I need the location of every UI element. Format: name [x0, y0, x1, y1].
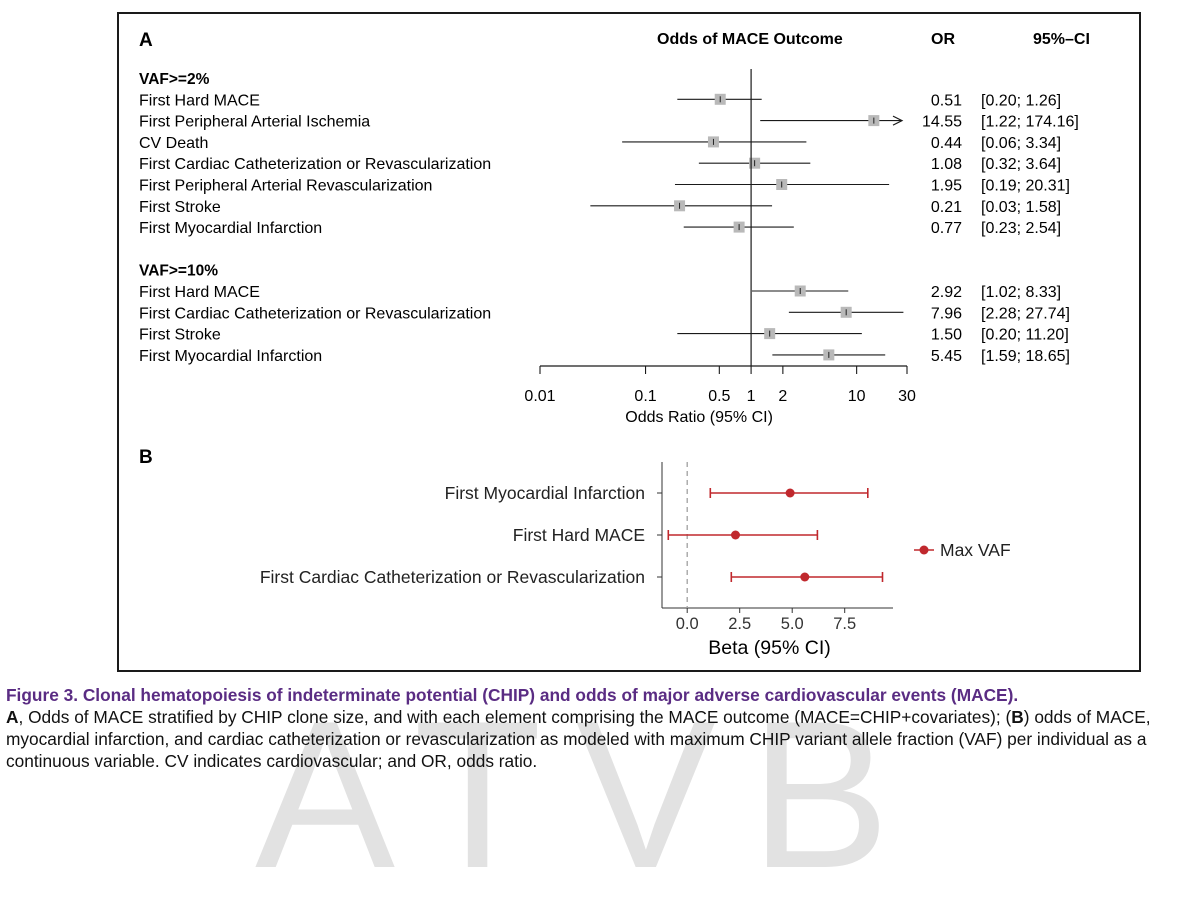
ci-value: [0.03; 1.58]: [981, 199, 1061, 216]
ci-arrow: [892, 115, 904, 126]
ci-value: [1.02; 8.33]: [981, 284, 1061, 301]
forest-plot-figure: A Odds of MACE Outcome OR 95%–CI VAF>=2% Firs…: [139, 30, 1090, 659]
outcome-label: First Myocardial Infarction: [139, 348, 322, 365]
or-column-header: OR: [931, 31, 955, 48]
x-tick-label-b: 2.5: [728, 615, 751, 633]
or-value: 1.95: [931, 178, 962, 195]
figure-caption: Figure 3. Clonal hematopoiesis of indete…: [6, 684, 1196, 772]
x-tick-label-b: 5.0: [781, 615, 804, 633]
or-value: 0.44: [931, 135, 962, 152]
outcome-label: First Peripheral Arterial Ischemia: [139, 114, 370, 131]
ci-column-header: 95%–CI: [1033, 31, 1090, 48]
ci-value: [0.19; 20.31]: [981, 178, 1070, 195]
x-tick-label-a: 10: [848, 388, 866, 405]
group-heading: VAF>=10%: [139, 263, 218, 280]
beta-point: [800, 572, 810, 582]
caption-title: Figure 3. Clonal hematopoiesis of indete…: [6, 685, 1019, 705]
outcome-label: First Stroke: [139, 327, 221, 344]
or-value: 0.77: [931, 220, 962, 237]
beta-point: [785, 488, 795, 498]
outcome-label: CV Death: [139, 135, 208, 152]
x-tick-label-a: 2: [778, 388, 787, 405]
caption-label-b: B: [1011, 707, 1024, 727]
or-value: 1.50: [931, 327, 962, 344]
x-axis-title-a: Odds Ratio (95% CI): [625, 409, 773, 426]
x-tick-label-a: 30: [898, 388, 916, 405]
group-heading: VAF>=2%: [139, 71, 210, 88]
caption-text-a: , Odds of MACE stratified by CHIP clone …: [18, 707, 1012, 727]
outcome-label: First Cardiac Catheterization or Revascu…: [139, 156, 491, 173]
or-value: 0.21: [931, 199, 962, 216]
outcome-label: First Stroke: [139, 199, 221, 216]
or-value: 1.08: [931, 156, 962, 173]
outcome-label: First Myocardial Infarction: [139, 220, 322, 237]
x-tick-label-a: 0.1: [634, 388, 656, 405]
outcome-label: First Peripheral Arterial Revascularizat…: [139, 178, 432, 195]
panel-b-label: B: [139, 447, 153, 468]
or-value: 2.92: [931, 284, 962, 301]
ci-value: [0.20; 1.26]: [981, 92, 1061, 109]
outcome-label: First Hard MACE: [139, 92, 260, 109]
ci-value: [0.20; 11.20]: [981, 327, 1069, 344]
x-tick-label-a: 1: [747, 388, 756, 405]
ci-value: [0.32; 3.64]: [981, 156, 1061, 173]
or-value: 14.55: [922, 114, 962, 131]
or-value: 7.96: [931, 305, 962, 322]
beta-point: [731, 530, 740, 540]
ci-value: [2.28; 27.74]: [981, 305, 1070, 322]
or-value: 0.51: [931, 92, 962, 109]
legend-marker: [919, 545, 929, 555]
panel-a-title: Odds of MACE Outcome: [657, 31, 843, 48]
row-label-b: First Hard MACE: [513, 525, 645, 545]
ci-value: [1.59; 18.65]: [981, 348, 1070, 365]
panel-a-label: A: [139, 30, 153, 51]
x-tick-label-a: 0.5: [708, 388, 730, 405]
ci-value: [1.22; 174.16]: [981, 114, 1079, 131]
row-label-b: First Myocardial Infarction: [445, 483, 645, 503]
ci-value: [0.23; 2.54]: [981, 220, 1061, 237]
outcome-label: First Cardiac Catheterization or Revascu…: [139, 305, 491, 322]
x-tick-label-b: 7.5: [833, 615, 856, 633]
legend-label: Max VAF: [940, 540, 1011, 560]
caption-label-a: A: [6, 707, 19, 727]
x-tick-label-b: 0.0: [676, 615, 699, 633]
x-axis-title-b: Beta (95% CI): [708, 637, 830, 659]
ci-value: [0.06; 3.34]: [981, 135, 1061, 152]
outcome-label: First Hard MACE: [139, 284, 260, 301]
row-label-b: First Cardiac Catheterization or Revascu…: [260, 567, 645, 587]
or-value: 5.45: [931, 348, 962, 365]
x-tick-label-a: 0.01: [524, 388, 555, 405]
figure-panel: A Odds of MACE Outcome OR 95%–CI VAF>=2% Firs…: [117, 12, 1141, 672]
caption-text-b: ) odds of MACE, myocardial infarction, a…: [6, 707, 1151, 771]
